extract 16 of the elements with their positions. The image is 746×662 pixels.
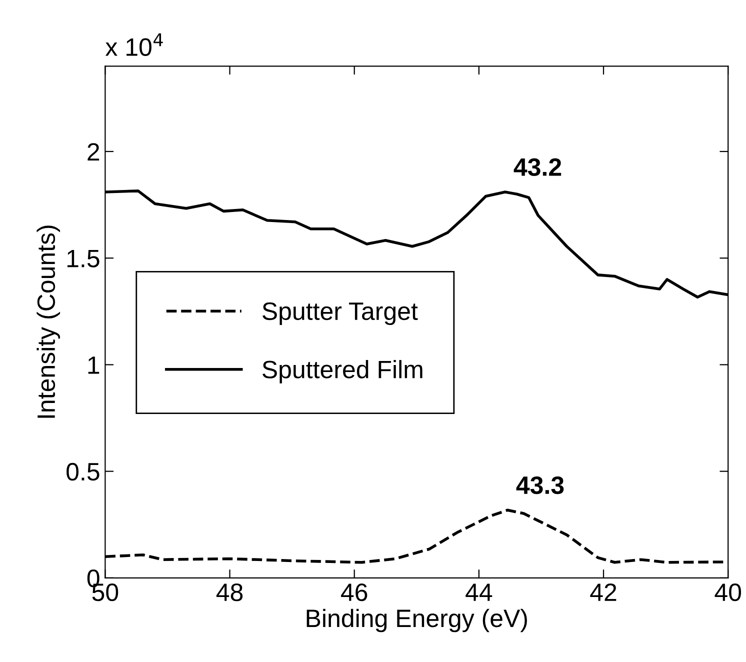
text: x 10$^{4}$: [105, 33, 163, 56]
y-tick-label: 2: [88, 143, 100, 161]
annotation: 43.3: [516, 476, 564, 494]
x-tick-label: 46: [341, 583, 368, 602]
annotation: 43.2: [514, 158, 562, 176]
y-tick-label: 1: [88, 356, 100, 374]
x-tick-label: 48: [216, 583, 243, 602]
y-tick-label: 0.5: [66, 462, 100, 481]
x-tick-label: 44: [466, 584, 492, 601]
y-axis-title: Intensity (Counts): [36, 226, 60, 418]
legend-label: Sputter Target: [262, 302, 418, 326]
legend-label: Sputtered Film: [262, 360, 422, 384]
y-tick-label: 1.5: [67, 250, 100, 268]
x-tick-label: 42: [590, 583, 616, 601]
x-axis-title: Binding Energy (eV): [306, 608, 527, 632]
x-tick-label: 40: [714, 583, 742, 602]
